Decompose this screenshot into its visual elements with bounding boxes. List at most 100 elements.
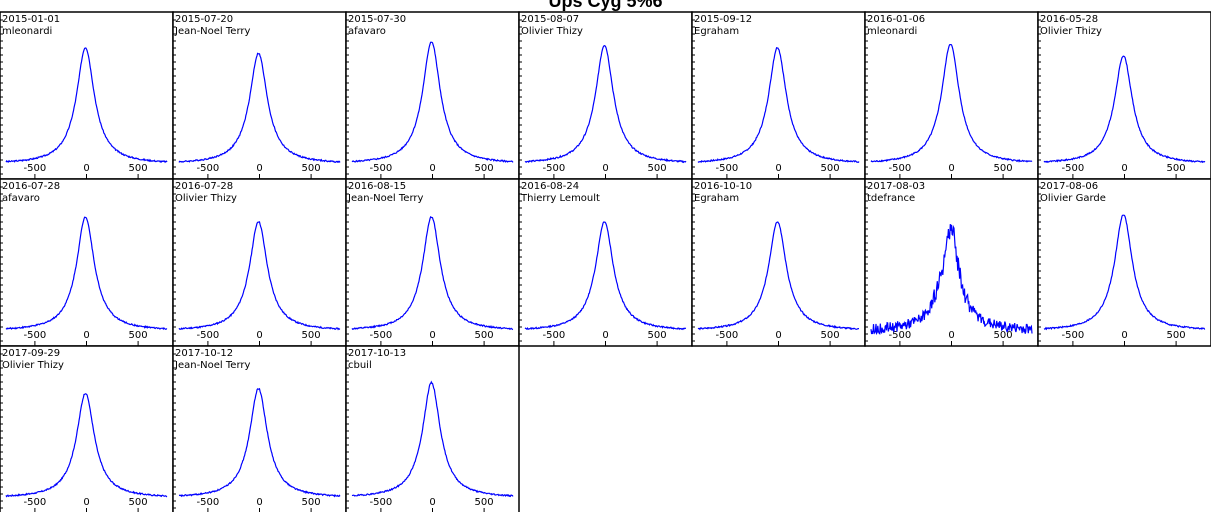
panel-observer: mleonardi bbox=[867, 26, 917, 37]
panel-date: 2016-07-28 bbox=[2, 181, 60, 192]
panel-observer: Egraham bbox=[694, 26, 739, 37]
spectrum-line bbox=[697, 47, 860, 164]
panel-observer: Jean-Noel Terry bbox=[174, 360, 250, 371]
x-tick-label: 0 bbox=[948, 163, 954, 174]
spectrum-line bbox=[1043, 214, 1206, 331]
x-tick-label: -500 bbox=[370, 163, 393, 174]
panel-frame bbox=[1037, 178, 1211, 347]
panel-frame bbox=[0, 11, 174, 180]
panel-frame bbox=[864, 11, 1039, 180]
spectrum-line bbox=[524, 45, 687, 164]
x-tick-label: 0 bbox=[429, 330, 435, 341]
x-tick-label: 0 bbox=[1121, 163, 1127, 174]
panel-date: 2017-08-06 bbox=[1040, 181, 1098, 192]
panel-observer: Thierry Lemoult bbox=[520, 193, 600, 204]
x-tick-label: 0 bbox=[83, 330, 89, 341]
panel-frame bbox=[864, 178, 1039, 347]
panel-date: 2015-09-12 bbox=[694, 14, 752, 25]
panel-observer: Olivier Thizy bbox=[521, 26, 583, 37]
spectrum-line bbox=[697, 221, 859, 331]
x-tick-label: -500 bbox=[1062, 163, 1085, 174]
x-tick-label: 500 bbox=[129, 497, 148, 508]
panel-frame bbox=[518, 178, 693, 347]
panel-observer: afavaro bbox=[2, 193, 40, 204]
x-tick-label: 0 bbox=[256, 163, 262, 174]
panel-observer: cbuil bbox=[348, 360, 372, 371]
x-tick-label: 500 bbox=[129, 163, 148, 174]
panel-observer: Jean-Noel Terry bbox=[347, 193, 423, 204]
x-tick-label: 0 bbox=[256, 497, 262, 508]
x-tick-label: 500 bbox=[1167, 163, 1186, 174]
x-tick-label: -500 bbox=[24, 163, 47, 174]
panel-date: 2017-09-29 bbox=[2, 348, 60, 359]
panel-date: 2015-08-07 bbox=[521, 14, 579, 25]
spectrum-line bbox=[351, 380, 514, 498]
spectrum-line bbox=[5, 47, 168, 164]
x-tick-label: 500 bbox=[302, 330, 321, 341]
panel-frame bbox=[345, 345, 520, 512]
panel-date: 2015-07-30 bbox=[348, 14, 406, 25]
spectrum-line bbox=[524, 221, 687, 331]
panel-observer: Egraham bbox=[694, 193, 739, 204]
panel-observer: Olivier Thizy bbox=[2, 360, 64, 371]
panel-date: 2016-05-28 bbox=[1040, 14, 1098, 25]
panel-frame bbox=[172, 178, 347, 347]
panel-date: 2016-10-10 bbox=[694, 181, 752, 192]
x-tick-label: 500 bbox=[648, 330, 667, 341]
x-tick-label: 500 bbox=[994, 163, 1013, 174]
x-tick-label: 500 bbox=[821, 163, 840, 174]
x-tick-label: -500 bbox=[889, 330, 912, 341]
panel-date: 2016-08-24 bbox=[521, 181, 579, 192]
x-tick-label: 0 bbox=[948, 330, 954, 341]
spectrum-line bbox=[5, 216, 168, 331]
spectrum-line bbox=[178, 387, 341, 498]
panel-frame bbox=[691, 178, 866, 347]
x-tick-label: -500 bbox=[24, 330, 47, 341]
panel-frame bbox=[172, 345, 347, 512]
spectrum-line bbox=[870, 44, 1033, 163]
x-tick-label: -500 bbox=[1062, 330, 1085, 341]
panel-observer: Olivier Garde bbox=[1040, 193, 1106, 204]
panel-frame bbox=[0, 178, 174, 347]
panel-frame bbox=[345, 11, 520, 180]
x-tick-label: 0 bbox=[83, 163, 89, 174]
panel-observer: tdefrance bbox=[867, 193, 915, 204]
x-tick-label: 500 bbox=[994, 330, 1013, 341]
x-tick-label: -500 bbox=[543, 330, 566, 341]
x-tick-label: 500 bbox=[302, 497, 321, 508]
panel-observer: afavaro bbox=[348, 26, 386, 37]
x-tick-label: -500 bbox=[197, 330, 220, 341]
x-tick-label: 0 bbox=[775, 163, 781, 174]
spectrum-line bbox=[351, 41, 514, 163]
x-tick-label: -500 bbox=[24, 497, 47, 508]
panel-date: 2017-10-13 bbox=[348, 348, 406, 359]
x-tick-label: 0 bbox=[256, 330, 262, 341]
x-tick-label: 0 bbox=[775, 330, 781, 341]
x-tick-label: -500 bbox=[370, 497, 393, 508]
x-tick-label: 500 bbox=[302, 163, 321, 174]
panel-frame bbox=[518, 11, 693, 180]
spectrum-line bbox=[1043, 55, 1206, 164]
x-tick-label: 0 bbox=[602, 330, 608, 341]
spectrum-line bbox=[5, 393, 168, 498]
panel-observer: Olivier Thizy bbox=[175, 193, 237, 204]
panel-frame bbox=[691, 11, 866, 180]
x-tick-label: 0 bbox=[1121, 330, 1127, 341]
x-tick-label: 500 bbox=[475, 330, 494, 341]
x-tick-label: -500 bbox=[716, 330, 739, 341]
panel-frame bbox=[0, 345, 174, 512]
